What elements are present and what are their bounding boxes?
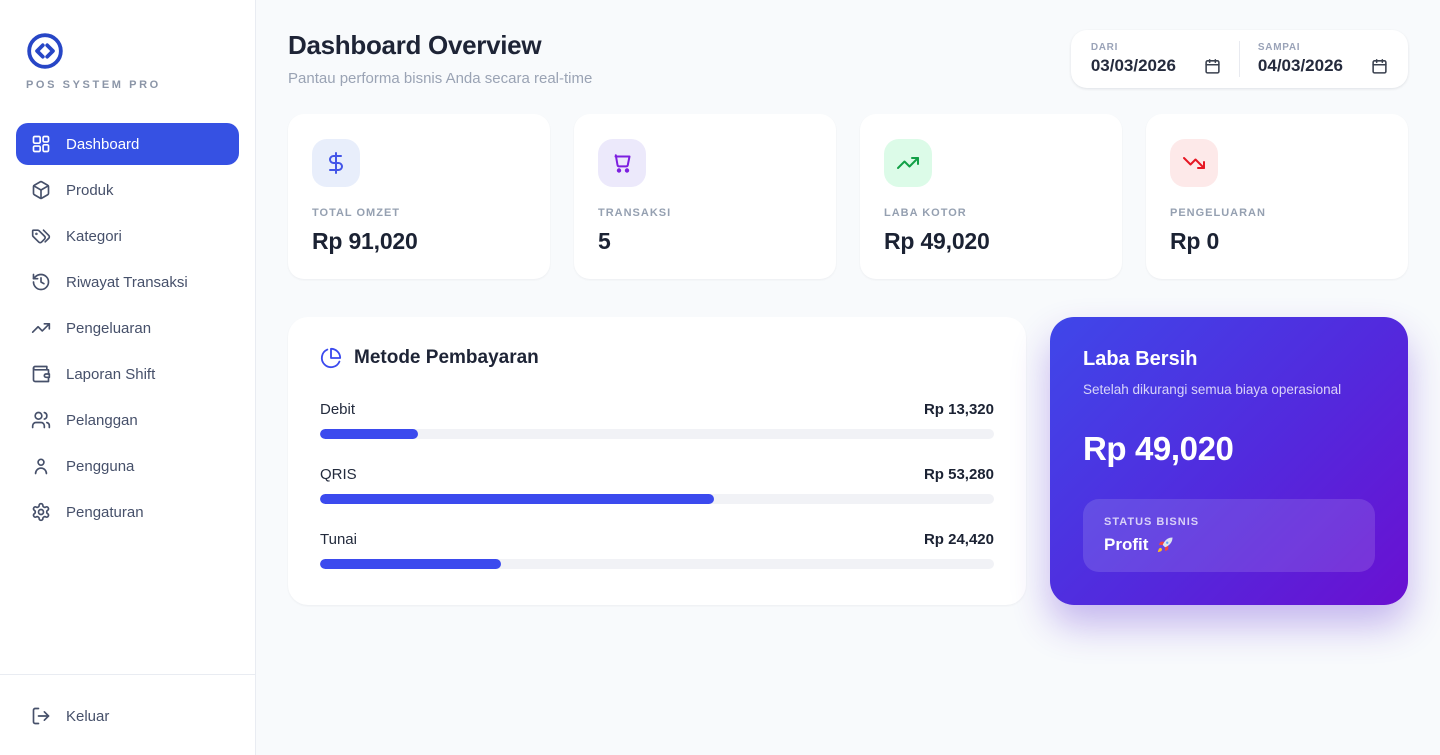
stat-value: Rp 49,020 bbox=[884, 228, 990, 254]
sidebar-item-pelanggan[interactable]: Pelanggan bbox=[16, 399, 239, 441]
sidebar-item-dashboard[interactable]: Dashboard bbox=[16, 123, 239, 165]
sidebar-item-riwayat-transaksi[interactable]: Riwayat Transaksi bbox=[16, 261, 239, 303]
progress-bar-fill bbox=[320, 429, 419, 439]
dollar-icon bbox=[312, 139, 360, 187]
date-to-label: SAMPAI bbox=[1257, 42, 1301, 53]
stat-card-laba-kotor: LABA KOTOR Rp 49,020 bbox=[860, 114, 1122, 279]
date-range-picker: DARI 03/03/2026 SAMPAI 04/03/2026 bbox=[1070, 30, 1408, 88]
payment-rows: Debit Rp 13,320 QRIS Rp 53,280 Tunai R bbox=[320, 401, 994, 569]
sidebar-item-label: Laporan Shift bbox=[66, 365, 156, 383]
sidebar-item-pengeluaran[interactable]: Pengeluaran bbox=[16, 307, 239, 349]
payment-method-label: Debit bbox=[320, 401, 356, 418]
payment-row-qris: QRIS Rp 53,280 bbox=[320, 466, 994, 504]
logout-label: Keluar bbox=[66, 707, 110, 725]
business-status-box: STATUS BISNIS Profit bbox=[1083, 499, 1375, 572]
page-heading: Dashboard Overview Pantau performa bisni… bbox=[288, 30, 592, 87]
sidebar-footer: Keluar bbox=[0, 674, 255, 737]
user-icon bbox=[31, 456, 51, 476]
sidebar-item-pengaturan[interactable]: Pengaturan bbox=[16, 491, 239, 533]
date-to-input[interactable]: SAMPAI 04/03/2026 bbox=[1258, 42, 1388, 76]
sidebar-item-label: Riwayat Transaksi bbox=[66, 273, 188, 291]
date-from-value: 03/03/2026 bbox=[1090, 56, 1176, 75]
pos-logo-icon bbox=[26, 32, 229, 70]
calendar-icon[interactable] bbox=[1371, 58, 1388, 75]
business-status-text: Profit bbox=[1104, 535, 1149, 554]
sidebar-item-pengguna[interactable]: Pengguna bbox=[16, 445, 239, 487]
payment-method-label: QRIS bbox=[320, 466, 357, 483]
date-from-input[interactable]: DARI 03/03/2026 bbox=[1091, 42, 1221, 76]
payment-row-tunai: Tunai Rp 24,420 bbox=[320, 531, 994, 569]
stat-label: LABA KOTOR bbox=[884, 207, 967, 219]
sidebar-item-label: Dashboard bbox=[66, 135, 140, 153]
tags-icon bbox=[31, 226, 51, 246]
date-from-label: DARI bbox=[1090, 42, 1119, 53]
progress-bar-track bbox=[320, 429, 994, 439]
page-header: Dashboard Overview Pantau performa bisni… bbox=[288, 30, 1408, 88]
users-icon bbox=[31, 410, 51, 430]
logout-button[interactable]: Keluar bbox=[16, 695, 239, 737]
stat-cards: TOTAL OMZET Rp 91,020 TRANSAKSI 5 LABA K… bbox=[288, 114, 1408, 279]
logo: POS SYSTEM PRO bbox=[16, 32, 239, 91]
sidebar-item-kategori[interactable]: Kategori bbox=[16, 215, 239, 257]
stat-card-transaksi: TRANSAKSI 5 bbox=[574, 114, 836, 279]
main-content: Dashboard Overview Pantau performa bisni… bbox=[256, 0, 1440, 755]
payment-methods-card: Metode Pembayaran Debit Rp 13,320 QRIS R… bbox=[288, 317, 1026, 605]
net-profit-card: Laba Bersih Setelah dikurangi semua biay… bbox=[1050, 317, 1408, 605]
net-profit-subtitle: Setelah dikurangi semua biaya operasiona… bbox=[1083, 382, 1342, 397]
stat-value: Rp 0 bbox=[1170, 228, 1220, 254]
sidebar-item-produk[interactable]: Produk bbox=[16, 169, 239, 211]
sidebar-item-label: Pengguna bbox=[66, 457, 135, 475]
stat-card-pengeluaran: PENGELUARAN Rp 0 bbox=[1146, 114, 1408, 279]
gear-icon bbox=[31, 502, 51, 522]
business-status-value: Profit bbox=[1104, 535, 1354, 555]
date-to-value: 04/03/2026 bbox=[1257, 56, 1343, 75]
sidebar-item-label: Kategori bbox=[66, 227, 122, 245]
date-divider bbox=[1238, 41, 1240, 77]
progress-bar-fill bbox=[320, 559, 501, 569]
sidebar-item-label: Pengeluaran bbox=[66, 319, 152, 337]
progress-bar-track bbox=[320, 494, 994, 504]
stat-value: 5 bbox=[598, 228, 611, 254]
bottom-row: Metode Pembayaran Debit Rp 13,320 QRIS R… bbox=[288, 317, 1408, 605]
brand-name: POS SYSTEM PRO bbox=[26, 79, 161, 91]
history-icon bbox=[31, 272, 51, 292]
payment-title-row: Metode Pembayaran bbox=[320, 347, 994, 369]
payment-row-debit: Debit Rp 13,320 bbox=[320, 401, 994, 439]
sidebar-nav: Dashboard Produk Kategori Riwayat Transa… bbox=[16, 123, 239, 533]
sidebar-item-laporan-shift[interactable]: Laporan Shift bbox=[16, 353, 239, 395]
progress-bar-fill bbox=[320, 494, 715, 504]
sidebar-item-label: Produk bbox=[66, 181, 114, 199]
business-status-label: STATUS BISNIS bbox=[1104, 516, 1200, 528]
rocket-icon bbox=[1156, 536, 1174, 554]
stat-label: TRANSAKSI bbox=[598, 207, 672, 219]
payment-method-label: Tunai bbox=[320, 531, 357, 548]
payment-method-amount: Rp 53,280 bbox=[923, 466, 994, 483]
trending-up-icon bbox=[31, 318, 51, 338]
stat-value: Rp 91,020 bbox=[312, 228, 418, 254]
cart-icon bbox=[598, 139, 646, 187]
dashboard-icon bbox=[31, 134, 51, 154]
stat-label: TOTAL OMZET bbox=[312, 207, 400, 219]
payment-title: Metode Pembayaran bbox=[354, 347, 539, 368]
net-profit-title: Laba Bersih bbox=[1083, 348, 1198, 370]
progress-bar-track bbox=[320, 559, 994, 569]
logout-icon bbox=[31, 706, 51, 726]
calendar-icon[interactable] bbox=[1204, 58, 1221, 75]
stat-label: PENGELUARAN bbox=[1170, 207, 1266, 219]
sidebar: POS SYSTEM PRO Dashboard Produk Kategori… bbox=[0, 0, 256, 755]
sidebar-item-label: Pengaturan bbox=[66, 503, 144, 521]
trend-up-icon bbox=[884, 139, 932, 187]
page-subtitle: Pantau performa bisnis Anda secara real-… bbox=[288, 70, 593, 87]
sidebar-item-label: Pelanggan bbox=[66, 411, 138, 429]
wallet-icon bbox=[31, 364, 51, 384]
package-icon bbox=[31, 180, 51, 200]
payment-method-amount: Rp 13,320 bbox=[923, 401, 994, 418]
trend-down-icon bbox=[1170, 139, 1218, 187]
payment-method-amount: Rp 24,420 bbox=[923, 531, 994, 548]
stat-card-total-omzet: TOTAL OMZET Rp 91,020 bbox=[288, 114, 550, 279]
net-profit-value: Rp 49,020 bbox=[1083, 430, 1234, 467]
pie-chart-icon bbox=[320, 347, 342, 369]
page-title: Dashboard Overview bbox=[288, 30, 542, 60]
